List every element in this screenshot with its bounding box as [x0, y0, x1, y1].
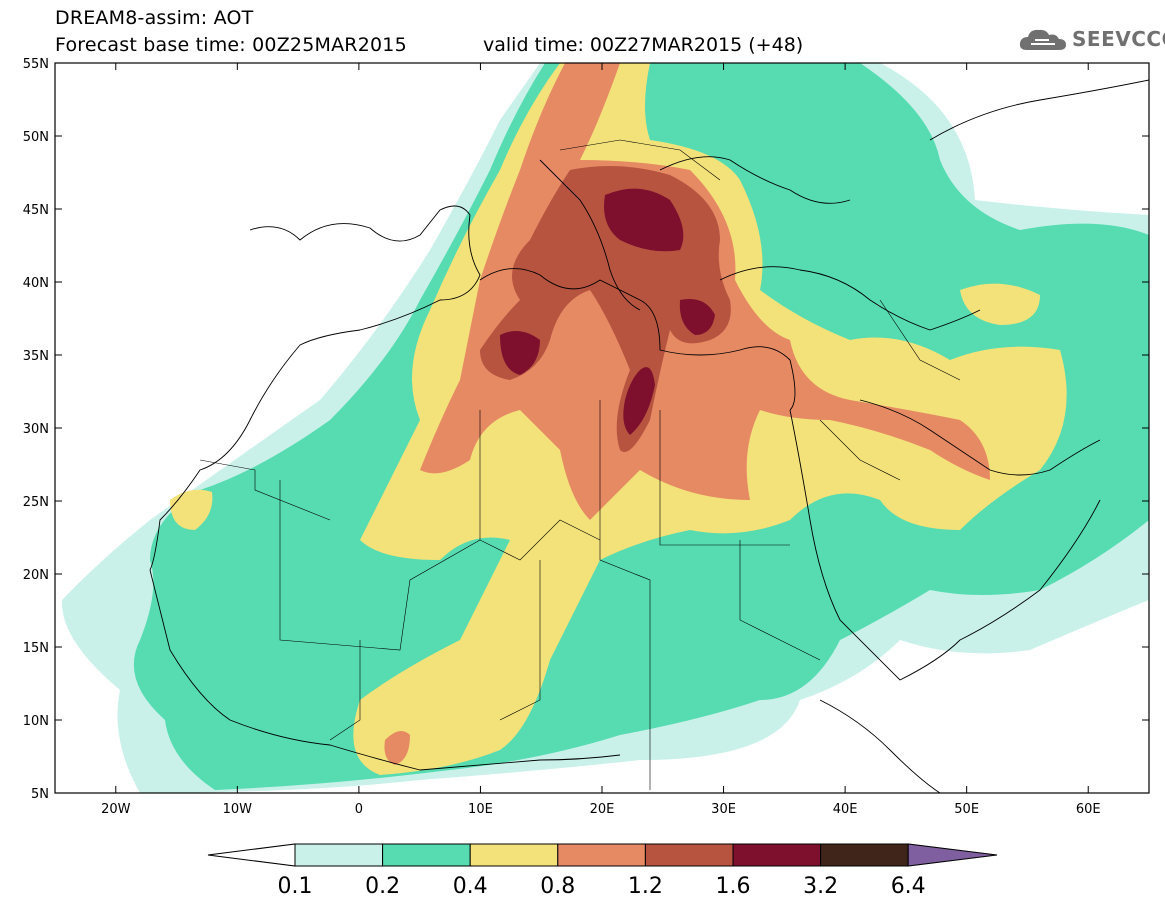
- aot-contour-0.4-east: [960, 283, 1040, 325]
- colorbar-swatch: [382, 843, 471, 867]
- aot-contour-1.6-tunisia: [500, 331, 540, 375]
- coastlines: [149, 79, 1149, 793]
- colorbar-swatch: [557, 843, 646, 867]
- lat-label: 45N: [23, 203, 49, 218]
- lat-label: 50N: [23, 130, 49, 145]
- lon-label: 60E: [1076, 802, 1101, 817]
- cloud-logo-icon: [1019, 29, 1066, 50]
- lon-label: 10E: [468, 802, 493, 817]
- lat-label: 35N: [23, 349, 49, 364]
- lon-label: 20E: [590, 802, 615, 817]
- colorbar-label: 1.2: [628, 874, 663, 899]
- colorbar-swatch: [732, 843, 822, 867]
- colorbar-swatch: [644, 843, 734, 867]
- aot-contour-0.4-west: [170, 489, 213, 530]
- colorbar-label: 0.1: [278, 874, 313, 899]
- colorbar: [207, 843, 998, 867]
- logo-text: SEEVCCC: [1072, 27, 1165, 51]
- colorbar-under-arrow: [207, 843, 296, 867]
- aot-contour-1.6-north: [604, 188, 684, 252]
- map-title: DREAM8-assim: AOT: [55, 7, 254, 29]
- colorbar-label: 0.8: [540, 874, 575, 899]
- colorbar-swatch: [820, 843, 909, 867]
- forecast-base-time: Forecast base time: 00Z25MAR2015: [55, 34, 407, 56]
- aot-contour-0.8-south: [384, 731, 410, 765]
- colorbar-label: 6.4: [891, 874, 926, 899]
- colorbar-swatch: [294, 843, 384, 867]
- lon-label: 10W: [223, 802, 253, 817]
- lat-label: 40N: [23, 276, 49, 291]
- lat-label: 5N: [31, 787, 49, 802]
- lat-label: 20N: [23, 568, 49, 583]
- valid-time: valid time: 00Z27MAR2015 (+48): [483, 34, 804, 56]
- lon-label: 50E: [954, 802, 979, 817]
- lat-label: 10N: [23, 714, 49, 729]
- aot-contour-1.6-libya: [623, 367, 655, 435]
- lat-label: 15N: [23, 641, 49, 656]
- political-borders: [199, 139, 961, 790]
- colorbar-label: 0.4: [453, 874, 488, 899]
- lon-label: 0: [355, 802, 363, 817]
- aot-field: [61, 63, 1149, 793]
- lat-label: 25N: [23, 495, 49, 510]
- colorbar-label: 0.2: [365, 874, 400, 899]
- aot-contour-1.6-aegean: [679, 299, 715, 335]
- colorbar-label: 1.6: [716, 874, 751, 899]
- colorbar-over-arrow: [907, 843, 998, 867]
- lon-label: 30E: [711, 802, 736, 817]
- lat-label: 55N: [23, 57, 49, 72]
- lon-label: 20W: [101, 802, 131, 817]
- colorbar-swatch: [469, 843, 559, 867]
- lat-label: 30N: [23, 422, 49, 437]
- lon-label: 40E: [833, 802, 858, 817]
- colorbar-label: 3.2: [803, 874, 838, 899]
